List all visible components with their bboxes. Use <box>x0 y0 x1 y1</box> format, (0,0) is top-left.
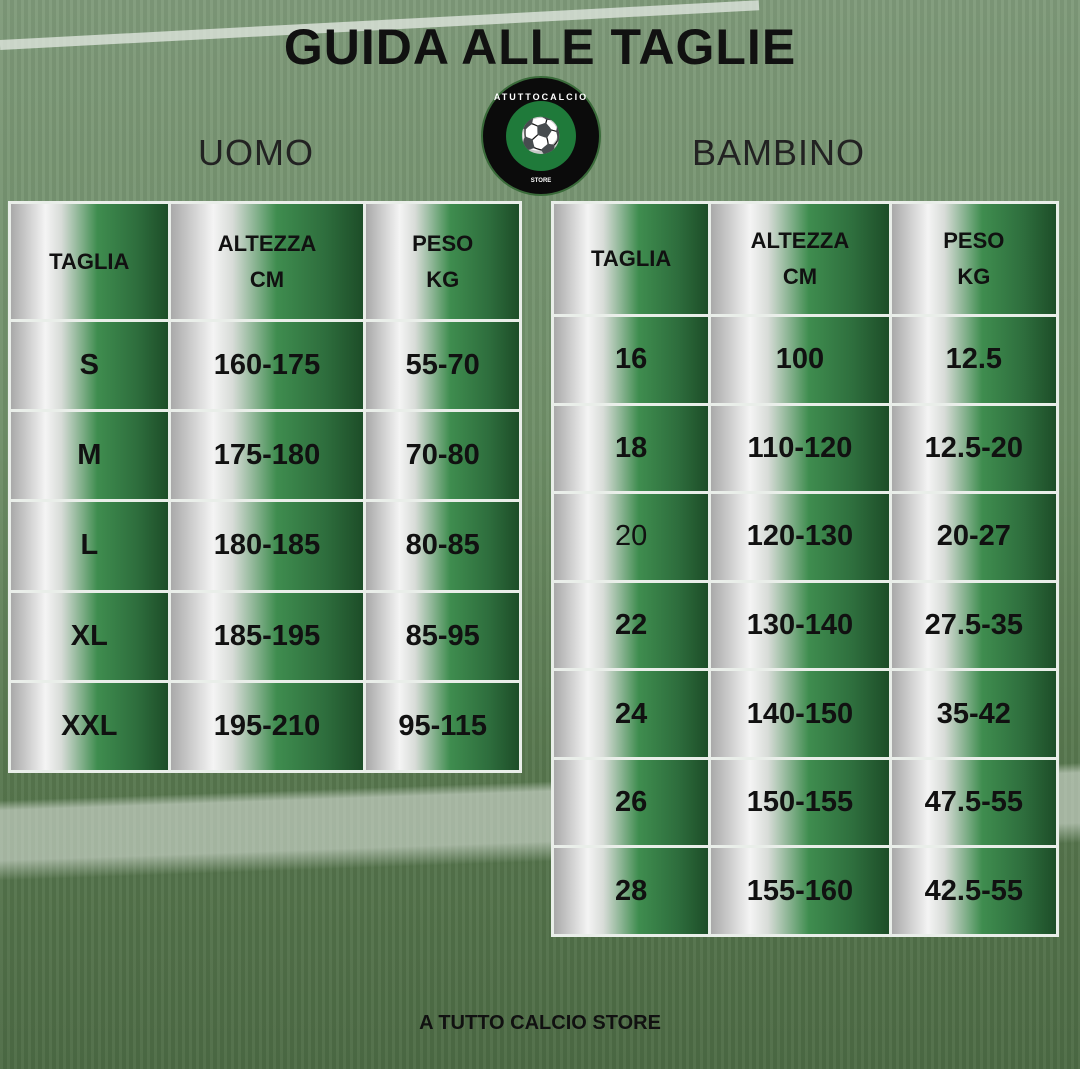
table-cell: 16 <box>554 317 709 403</box>
table-cell: XXL <box>11 682 168 770</box>
table-row: 26 150-155 47.5-55 <box>554 759 1056 846</box>
table-cell: 130-140 <box>711 582 889 669</box>
logo-subtext: STORE <box>530 178 552 184</box>
column-header: TAGLIA <box>11 204 168 319</box>
column-header: PESO KG <box>891 204 1056 314</box>
table-row: 18 110-120 12.5-20 <box>554 405 1056 492</box>
uomo-label: UOMO <box>198 132 314 173</box>
table-cell: 100 <box>711 317 889 403</box>
column-header: PESO KG <box>366 204 519 319</box>
table-row: 28 155-160 42.5-55 <box>554 848 1056 934</box>
table-cell: 55-70 <box>366 322 519 410</box>
column-header: ALTEZZA CM <box>711 204 889 314</box>
table-cell: 95-115 <box>366 682 519 770</box>
table-cell: 24 <box>554 671 709 757</box>
table-cell: L <box>11 502 168 590</box>
table-cell: 195-210 <box>170 682 364 770</box>
table-cell: 20 <box>554 494 709 580</box>
logo-text: ATUTTOCALCIO <box>493 92 589 102</box>
table-cell: 20-27 <box>891 494 1056 580</box>
table-row: 22 130-140 27.5-35 <box>554 582 1056 669</box>
footer-text: A TUTTO CALCIO STORE <box>419 1012 661 1034</box>
header-row: TAGLIA ALTEZZA CM PESO KG <box>554 204 1056 314</box>
table-cell: 27.5-35 <box>891 582 1056 669</box>
uomo-size-table: TAGLIA ALTEZZA CM PESO KG S 160-175 55-70 M 175… <box>8 201 522 773</box>
table-cell: 42.5-55 <box>891 848 1056 934</box>
bambino-label: BAMBINO <box>692 132 866 173</box>
table-cell: 80-85 <box>366 502 519 590</box>
table-row: M 175-180 70-80 <box>11 412 519 500</box>
soccer-player-icon: ⚽ <box>506 101 576 171</box>
table-row: 20 120-130 20-27 <box>554 494 1056 580</box>
table-cell: 70-80 <box>366 412 519 500</box>
bambino-size-table: TAGLIA ALTEZZA CM PESO KG 16 100 12.5 18 110-12… <box>551 201 1059 937</box>
table-cell: S <box>11 322 168 410</box>
table-row: S 160-175 55-70 <box>11 322 519 410</box>
table-cell: 120-130 <box>711 494 889 580</box>
table-cell: 155-160 <box>711 848 889 934</box>
table-cell: 185-195 <box>170 592 364 680</box>
table-cell: XL <box>11 592 168 680</box>
table-cell: 150-155 <box>711 759 889 846</box>
table-cell: 12.5 <box>891 317 1056 403</box>
table-cell: 35-42 <box>891 671 1056 757</box>
table-row: XL 185-195 85-95 <box>11 592 519 680</box>
table-row: 16 100 12.5 <box>554 317 1056 403</box>
table-cell: 85-95 <box>366 592 519 680</box>
table-cell: 22 <box>554 582 709 669</box>
table-cell: 160-175 <box>170 322 364 410</box>
column-header: ALTEZZA CM <box>170 204 364 319</box>
table-cell: 110-120 <box>711 405 889 492</box>
table-cell: 12.5-20 <box>891 405 1056 492</box>
table-cell: 47.5-55 <box>891 759 1056 846</box>
store-logo: ATUTTOCALCIO ⚽ STORE <box>481 76 601 196</box>
table-cell: 28 <box>554 848 709 934</box>
table-row: XXL 195-210 95-115 <box>11 682 519 770</box>
table-row: 24 140-150 35-42 <box>554 671 1056 757</box>
table-cell: M <box>11 412 168 500</box>
column-header: TAGLIA <box>554 204 709 314</box>
header-row: TAGLIA ALTEZZA CM PESO KG <box>11 204 519 319</box>
table-cell: 140-150 <box>711 671 889 757</box>
table-cell: 18 <box>554 405 709 492</box>
table-row: L 180-185 80-85 <box>11 502 519 590</box>
table-cell: 180-185 <box>170 502 364 590</box>
table-cell: 175-180 <box>170 412 364 500</box>
table-cell: 26 <box>554 759 709 846</box>
page-title: GUIDA ALLE TAGLIE <box>283 19 797 75</box>
